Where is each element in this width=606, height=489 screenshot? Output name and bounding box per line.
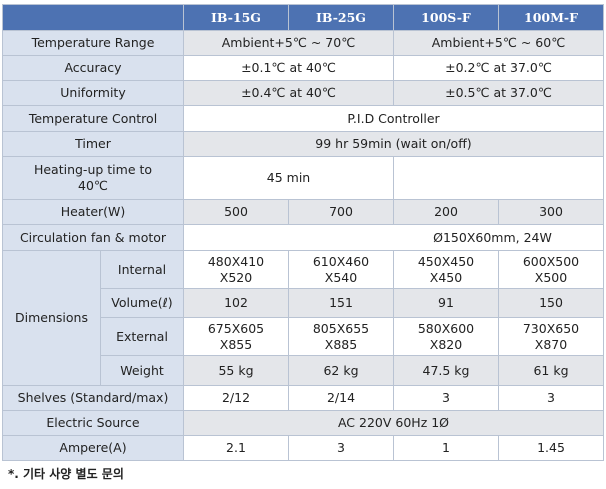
cell: 1.45 — [498, 435, 604, 461]
row-label: Ampere(A) — [2, 435, 184, 461]
row-label: Temperature Control — [2, 105, 184, 132]
cell: ±0.1℃ at 40℃ — [183, 55, 394, 81]
cell: 3 — [288, 435, 394, 461]
header-blank — [2, 4, 184, 31]
cell: 2/12 — [183, 385, 289, 411]
cell: 55 kg — [183, 355, 289, 386]
cell: 580X600 X820 — [393, 317, 499, 356]
cell: Ambient+5℃ ~ 60℃ — [393, 30, 604, 56]
cell: 2.1 — [183, 435, 289, 461]
cell: 600X500 X500 — [498, 250, 604, 289]
cell: Ø150X60mm, 24W — [183, 224, 604, 251]
cell: 99 hr 59min (wait on/off) — [183, 131, 604, 157]
row-label: Internal — [100, 250, 184, 289]
header-cell: IB-15G — [183, 4, 289, 31]
cell: 61 kg — [498, 355, 604, 386]
cell: 3 — [498, 385, 604, 411]
cell: 450X450 X450 — [393, 250, 499, 289]
cell: 200 — [393, 199, 499, 225]
cell: 150 — [498, 288, 604, 318]
row-label: External — [100, 317, 184, 356]
row-label: Temperature Range — [2, 30, 184, 56]
cell: 675X605 X855 — [183, 317, 289, 356]
row-label: Uniformity — [2, 80, 184, 106]
cell: 700 — [288, 199, 394, 225]
cell: Ambient+5℃ ~ 70℃ — [183, 30, 394, 56]
cell: AC 220V 60Hz 1Ø — [183, 410, 604, 436]
cell: 151 — [288, 288, 394, 318]
cell: 45 min — [183, 156, 394, 200]
row-label: Weight — [100, 355, 184, 386]
cell: 2/14 — [288, 385, 394, 411]
cell: 730X650 X870 — [498, 317, 604, 356]
cell: ±0.4℃ at 40℃ — [183, 80, 394, 106]
header-cell: 100S-F — [393, 4, 499, 31]
group-label: Dimensions — [2, 250, 101, 386]
cell: 91 — [393, 288, 499, 318]
header-cell: 100M-F — [498, 4, 604, 31]
row-label: Volume(ℓ) — [100, 288, 184, 318]
row-label: Shelves (Standard/max) — [2, 385, 184, 411]
row-label: Heater(W) — [2, 199, 184, 225]
row-label: Accuracy — [2, 55, 184, 81]
cell: 47.5 kg — [393, 355, 499, 386]
cell: 102 — [183, 288, 289, 318]
spec-table: IB-15G IB-25G 100S-F 100M-F Temperature … — [2, 4, 604, 461]
cell: ±0.2℃ at 37.0℃ — [393, 55, 604, 81]
cell: 805X655 X885 — [288, 317, 394, 356]
empty-cell — [393, 156, 604, 200]
header-cell: IB-25G — [288, 4, 394, 31]
cell: 62 kg — [288, 355, 394, 386]
row-label: Circulation fan & motor — [2, 224, 184, 251]
footnote: *. 기타 사양 별도 문의 — [8, 467, 124, 481]
cell: 500 — [183, 199, 289, 225]
cell: ±0.5℃ at 37.0℃ — [393, 80, 604, 106]
cell: 480X410 X520 — [183, 250, 289, 289]
cell: P.I.D Controller — [183, 105, 604, 132]
cell: 3 — [393, 385, 499, 411]
cell: 300 — [498, 199, 604, 225]
cell: 610X460 X540 — [288, 250, 394, 289]
row-label: Electric Source — [2, 410, 184, 436]
cell: 1 — [393, 435, 499, 461]
row-label: Heating-up time to 40℃ — [2, 156, 184, 200]
row-label: Timer — [2, 131, 184, 157]
